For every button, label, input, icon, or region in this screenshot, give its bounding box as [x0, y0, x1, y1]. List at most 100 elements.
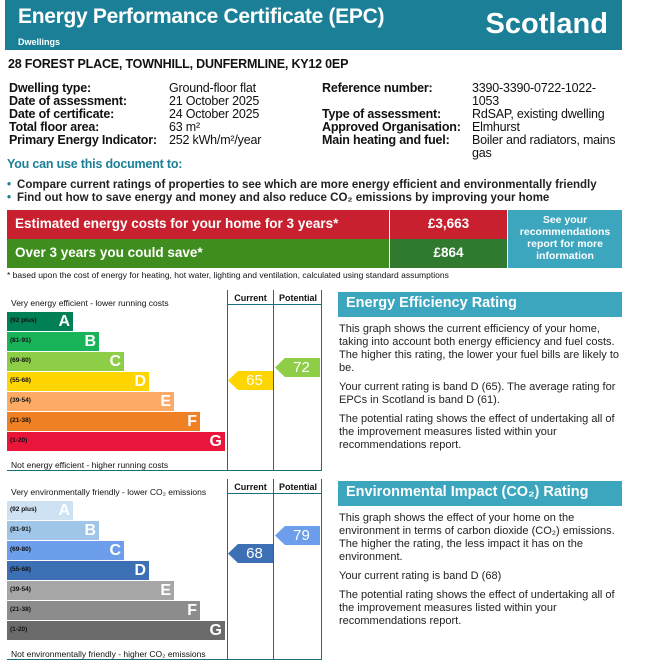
- current-column: [227, 479, 274, 660]
- detail-label: Date of assessment:: [9, 94, 127, 108]
- band-letter: B: [84, 522, 96, 539]
- band-letter: A: [58, 502, 70, 519]
- panel-paragraph: This graph shows the current efficiency …: [339, 323, 620, 374]
- detail-row: Main heating and fuel: Boiler and radiato…: [322, 134, 622, 160]
- estimated-cost-value: £3,663: [390, 210, 507, 239]
- band-letter: C: [109, 353, 121, 370]
- band-letter: E: [160, 582, 171, 599]
- detail-row: Approved Organisation: Elmhurst: [322, 121, 622, 134]
- detail-value: Elmhurst: [472, 120, 520, 134]
- header-banner: Energy Performance Certificate (EPC) Dwe…: [5, 0, 622, 50]
- detail-value: Boiler and radiators, mains gas: [472, 133, 616, 160]
- header-line: [227, 493, 322, 494]
- panel-text: This graph shows the effect of your home…: [339, 512, 624, 634]
- current-column: [227, 290, 274, 471]
- detail-label: Type of assessment:: [322, 107, 441, 121]
- band-range: (81-91): [10, 526, 31, 533]
- estimated-cost-label: Estimated energy costs for your home for…: [7, 210, 389, 239]
- savings-value: £864: [390, 239, 507, 268]
- current-header: Current: [234, 293, 267, 303]
- detail-label: Date of certificate:: [9, 107, 115, 121]
- panel-paragraph: The potential rating shows the effect of…: [339, 413, 615, 451]
- bottom-line: [7, 659, 322, 660]
- detail-value: 21 October 2025: [169, 94, 260, 108]
- page-title: Energy Performance Certificate (EPC): [18, 5, 385, 28]
- band-range: (92 plus): [10, 317, 37, 324]
- band-a: (92 plus) A: [7, 501, 73, 520]
- detail-label: Primary Energy Indicator:: [9, 133, 157, 147]
- band-b: (81-91) B: [7, 521, 99, 540]
- band-f: (21-38) F: [7, 412, 200, 431]
- current-rating-arrow: 68: [228, 544, 273, 563]
- band-range: (81-91): [10, 337, 31, 344]
- band-letter: F: [187, 602, 197, 619]
- savings-label: Over 3 years you could save*: [7, 239, 389, 268]
- header-line: [227, 304, 322, 305]
- band-f: (21-38) F: [7, 601, 200, 620]
- property-address: 28 FOREST PLACE, TOWNHILL, DUNFERMLINE, …: [8, 57, 349, 71]
- band-b: (81-91) B: [7, 332, 99, 351]
- current-header: Current: [234, 482, 267, 492]
- detail-label: Reference number:: [322, 81, 433, 95]
- band-letter: E: [160, 393, 171, 410]
- potential-column: [274, 290, 322, 471]
- detail-row: Date of assessment: 21 October 2025: [9, 95, 309, 108]
- band-g: (1-20) G: [7, 432, 225, 451]
- potential-header: Potential: [278, 482, 317, 492]
- detail-value: 63 m²: [169, 120, 200, 134]
- detail-row: Primary Energy Indicator: 252 kWh/m²/year: [9, 134, 309, 147]
- detail-label: Total floor area:: [9, 120, 100, 134]
- detail-value: 3390-3390-0722-1022-1053: [472, 81, 596, 108]
- band-letter: A: [58, 313, 70, 330]
- detail-value: 252 kWh/m²/year: [169, 133, 262, 147]
- band-range: (1-20): [10, 626, 28, 633]
- top-label: Very environmentally friendly - lower CO…: [11, 487, 207, 497]
- recommendations-note: See your recommendations report for more…: [508, 210, 622, 268]
- band-d: (55-68) D: [7, 372, 149, 391]
- band-range: (92 plus): [10, 506, 37, 513]
- band-d: (55-68) D: [7, 561, 149, 580]
- bottom-label: Not environmentally friendly - higher CO…: [11, 649, 206, 659]
- details-right: Reference number: 3390-3390-0722-1022-105…: [322, 82, 622, 160]
- band-a: (92 plus) A: [7, 312, 73, 331]
- current-rating-arrow: 65: [228, 371, 273, 390]
- detail-row: Reference number: 3390-3390-0722-1022-105…: [322, 82, 622, 108]
- band-range: (55-68): [10, 566, 31, 573]
- panel-heading: Environmental Impact (CO₂) Rating: [338, 481, 622, 506]
- band-range: (39-54): [10, 397, 31, 404]
- band-range: (21-38): [10, 606, 31, 613]
- environmental-impact-chart: Very environmentally friendly - lower CO…: [7, 479, 322, 660]
- detail-row: Dwelling type: Ground-floor flat: [9, 82, 309, 95]
- detail-row: Date of certificate: 24 October 2025: [9, 108, 309, 121]
- detail-label: Approved Organisation:: [322, 120, 461, 134]
- detail-value: Ground-floor flat: [169, 81, 256, 95]
- bullet-text: Find out how to save energy and money an…: [17, 192, 550, 204]
- page-subtitle: Dwellings: [18, 37, 61, 47]
- band-letter: G: [209, 622, 222, 639]
- details-left: Dwelling type: Ground-floor flat Date of a…: [9, 82, 309, 147]
- panel-paragraph: Your current rating is band D (65). The …: [339, 381, 616, 406]
- band-range: (1-20): [10, 437, 28, 444]
- band-range: (55-68): [10, 377, 31, 384]
- panel-text: This graph shows the current efficiency …: [339, 323, 624, 458]
- panel-paragraph: Your current rating is band D (68): [339, 570, 502, 582]
- band-letter: G: [209, 433, 222, 450]
- use-bullet: • Find out how to save energy and money a…: [7, 192, 550, 204]
- detail-row: Type of assessment: RdSAP, existing dwell…: [322, 108, 622, 121]
- panel-heading: Energy Efficiency Rating: [338, 292, 622, 317]
- region-label: Scotland: [485, 8, 608, 40]
- band-range: (69-80): [10, 357, 31, 364]
- potential-rating-arrow: 72: [275, 358, 320, 377]
- band-c: (69-80) C: [7, 541, 124, 560]
- bottom-label: Not energy efficient - higher running co…: [11, 460, 169, 470]
- detail-value: RdSAP, existing dwelling: [472, 107, 605, 121]
- band-range: (39-54): [10, 586, 31, 593]
- use-heading: You can use this document to:: [7, 157, 183, 171]
- panel-paragraph: The potential rating shows the effect of…: [339, 589, 615, 627]
- potential-column: [274, 479, 322, 660]
- band-letter: D: [134, 562, 146, 579]
- use-bullet: • Compare current ratings of properties t…: [7, 179, 597, 191]
- potential-rating-arrow: 79: [275, 526, 320, 545]
- detail-value: 24 October 2025: [169, 107, 260, 121]
- detail-row: Total floor area: 63 m²: [9, 121, 309, 134]
